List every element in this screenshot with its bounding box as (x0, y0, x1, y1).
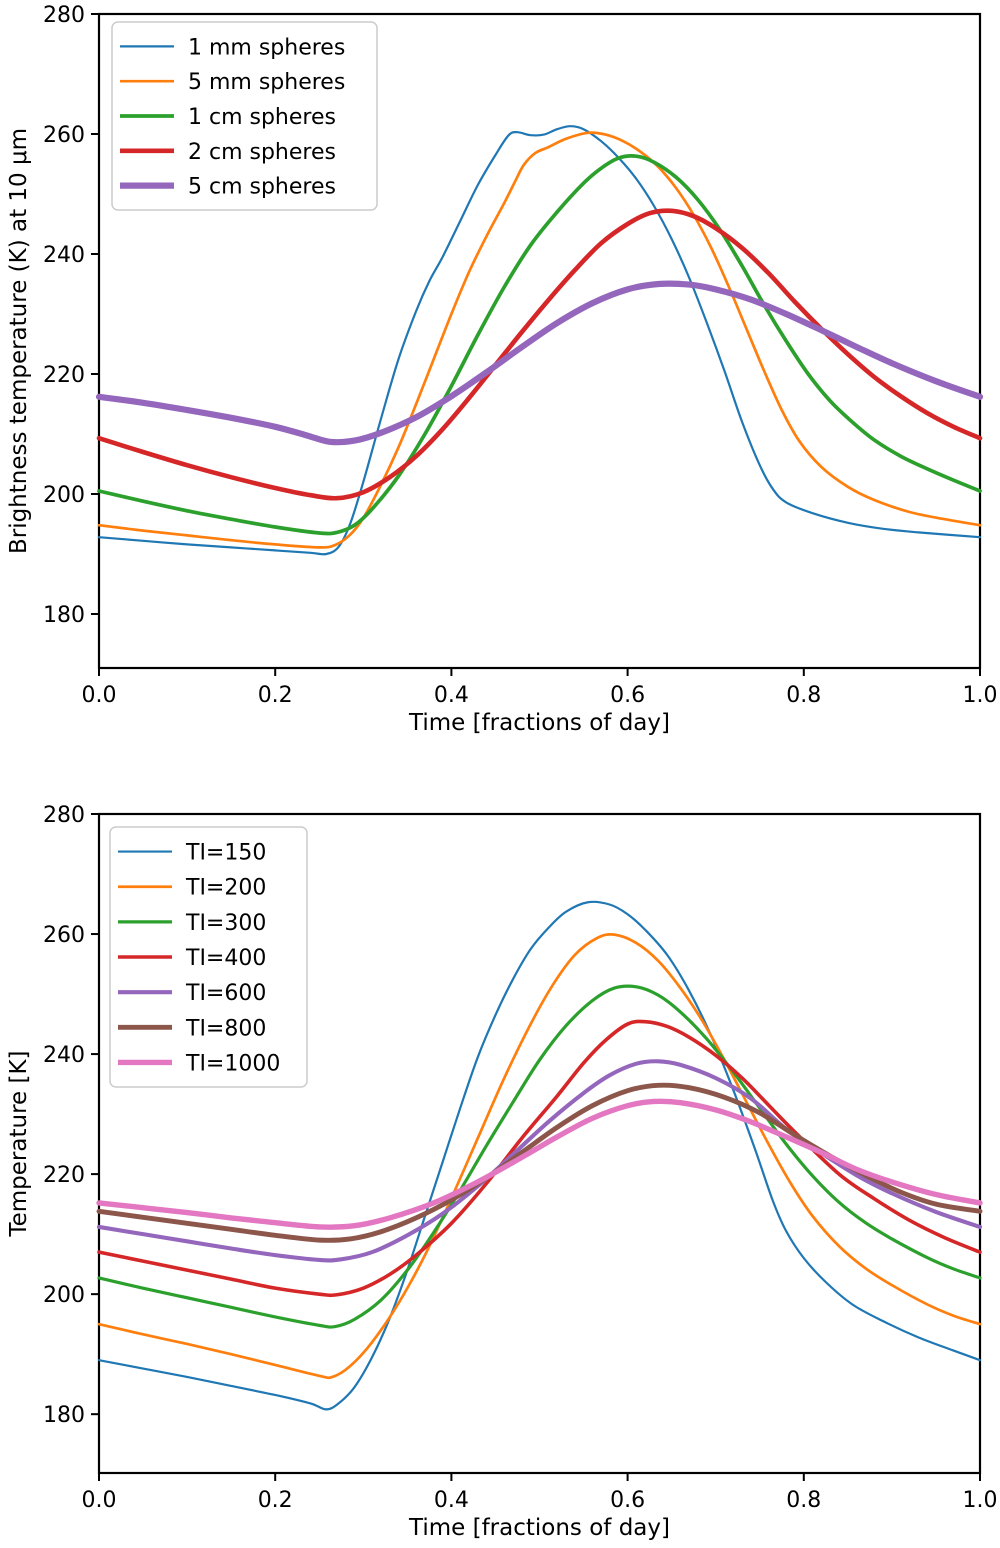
legend-label: TI=800 (185, 1016, 266, 1041)
x-tick-label: 0.6 (610, 1488, 645, 1513)
x-tick-label: 1.0 (963, 683, 998, 708)
x-tick-label: 0.0 (82, 683, 117, 708)
thermal-inertia-chart-axes-frame (97, 812, 982, 1475)
y-tick-label: 280 (43, 803, 85, 828)
y-axis-label: Brightness temperature (K) at 10 μm (6, 128, 32, 554)
y-tick-label: 180 (43, 603, 85, 628)
x-tick-label: 0.6 (610, 683, 645, 708)
sphere-size-chart-legend-box (111, 21, 378, 211)
y-tick-label: 220 (43, 1163, 85, 1188)
legend-label: 2 cm spheres (188, 140, 336, 165)
series-line-5-mm-spheres (97, 131, 982, 549)
legend-label: TI=400 (185, 946, 266, 971)
y-tick-label: 260 (43, 123, 85, 148)
legend-label: 1 cm spheres (188, 105, 336, 130)
x-axis-label: Time [fractions of day] (408, 1515, 670, 1541)
series-line-ti-150 (97, 900, 982, 1411)
legend-label: 5 cm spheres (188, 175, 336, 200)
legend-label: TI=600 (185, 981, 266, 1006)
y-tick-label: 200 (43, 1283, 85, 1308)
thermal-inertia-chart-legend-box (109, 826, 308, 1088)
y-tick-label: 180 (43, 1403, 85, 1428)
x-tick-label: 0.8 (786, 683, 821, 708)
legend-label: 1 mm spheres (188, 35, 345, 60)
series-line-ti-300 (97, 984, 982, 1329)
legend-label: TI=150 (185, 841, 266, 866)
x-tick-label: 0.4 (434, 683, 469, 708)
x-tick-label: 0.2 (258, 1488, 293, 1513)
y-tick-label: 240 (43, 1043, 85, 1068)
x-tick-label: 0.4 (434, 1488, 469, 1513)
x-tick-label: 0.0 (82, 1488, 117, 1513)
y-tick-label: 240 (43, 243, 85, 268)
series-line-2-cm-spheres (96, 208, 983, 501)
y-tick-label: 260 (43, 923, 85, 948)
x-tick-label: 0.2 (258, 683, 293, 708)
series-line-ti-200 (97, 933, 982, 1380)
x-axis-label: Time [fractions of day] (408, 710, 670, 736)
y-tick-label: 200 (43, 483, 85, 508)
legend-label: 5 mm spheres (188, 70, 345, 95)
legend-label: TI=200 (185, 876, 266, 901)
series-line-ti-1000 (96, 1098, 983, 1230)
series-line-1-cm-spheres (97, 154, 982, 536)
y-axis-label: Temperature [K] (6, 1050, 32, 1237)
legend-label: TI=1000 (185, 1051, 280, 1076)
series-line-1-mm-spheres (97, 125, 982, 556)
y-tick-label: 220 (43, 363, 85, 388)
legend-label: TI=300 (185, 911, 266, 936)
x-tick-label: 1.0 (963, 1488, 998, 1513)
series-line-5-cm-spheres (95, 280, 984, 446)
x-tick-label: 0.8 (786, 1488, 821, 1513)
y-tick-label: 280 (43, 3, 85, 28)
sphere-size-chart-axes-frame (97, 12, 982, 670)
